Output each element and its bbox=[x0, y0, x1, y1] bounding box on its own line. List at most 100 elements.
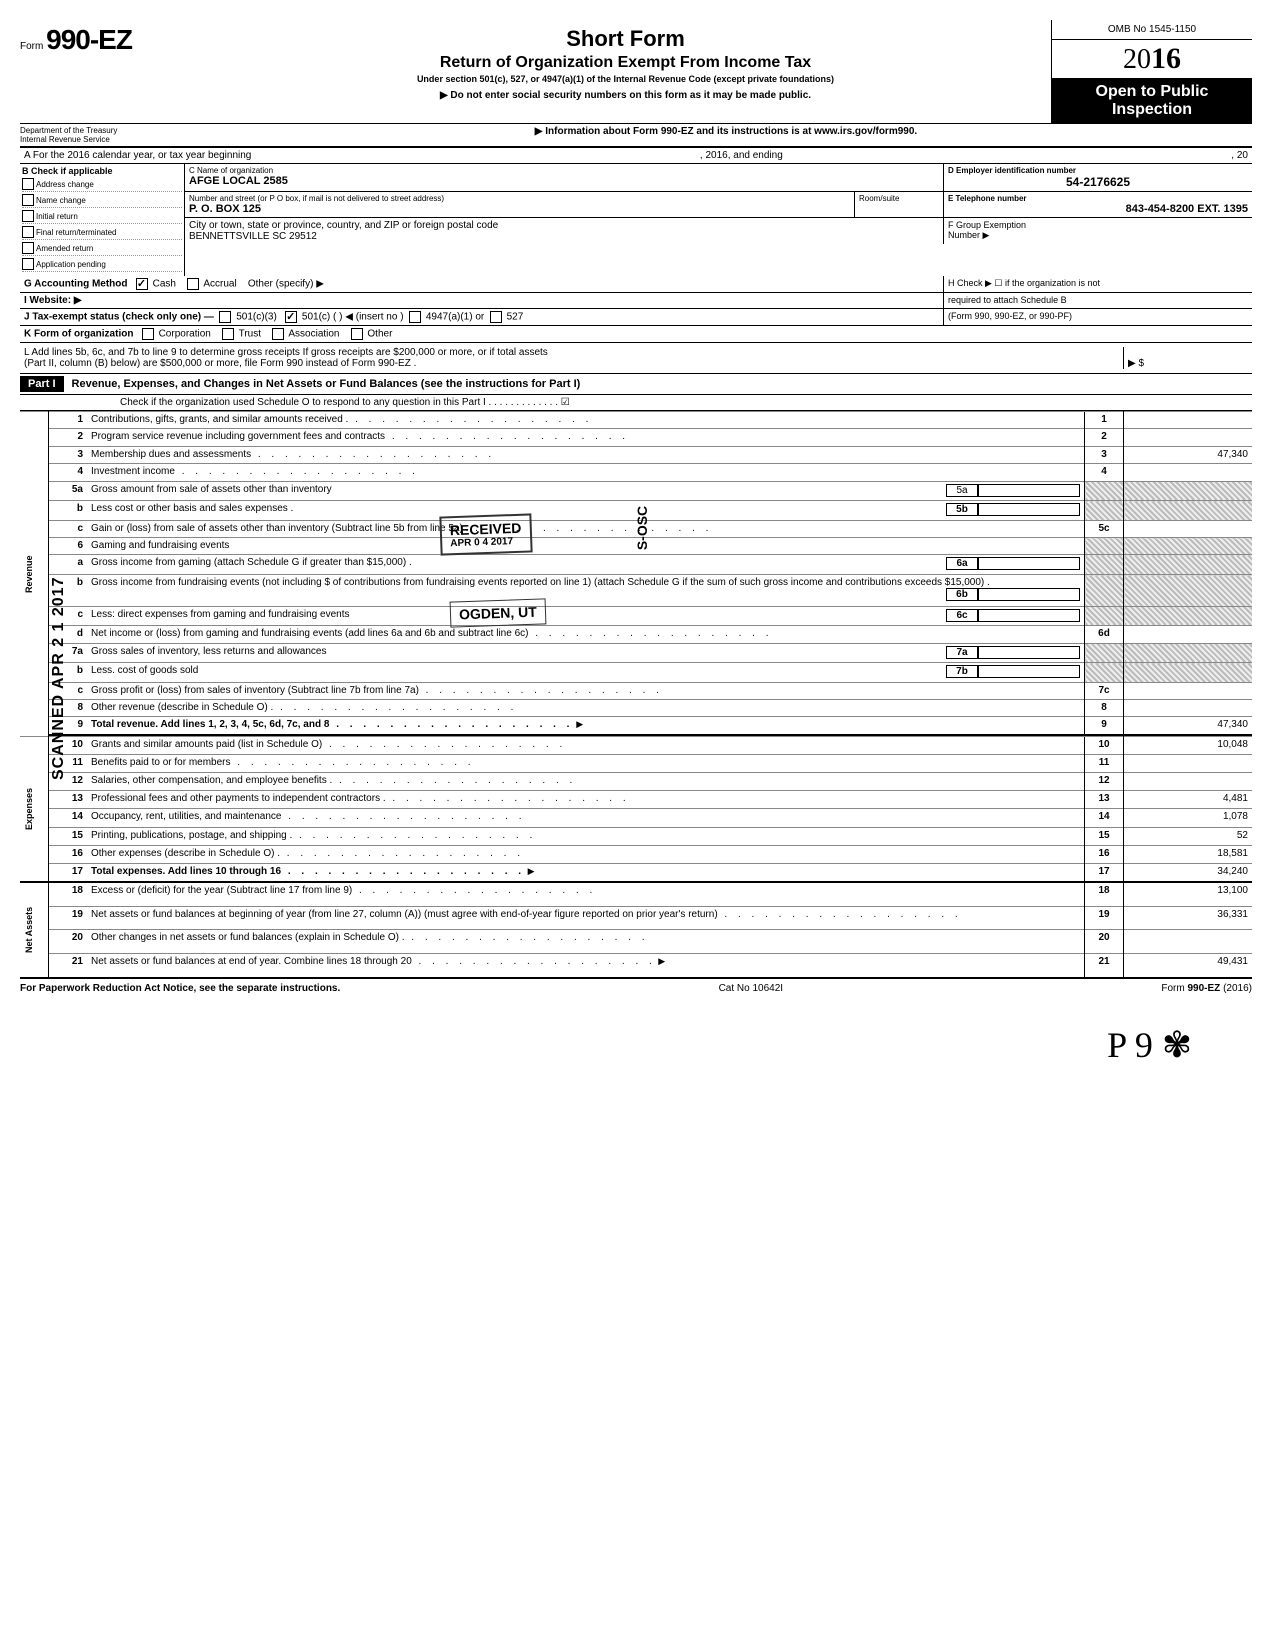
line-10-value: 10,048 bbox=[1124, 737, 1253, 755]
city-value: BENNETTSVILLE SC 29512 bbox=[189, 231, 939, 242]
chk-association[interactable] bbox=[272, 328, 284, 340]
line-15: 15Printing, publications, postage, and s… bbox=[20, 827, 1252, 845]
chk-527[interactable] bbox=[490, 311, 502, 323]
form-header: Form 990-EZ Short Form Return of Organiz… bbox=[20, 20, 1252, 124]
chk-corporation[interactable] bbox=[142, 328, 154, 340]
ogden-stamp: OGDEN, UT bbox=[450, 598, 547, 627]
section-j: J Tax-exempt status (check only one) — 5… bbox=[20, 309, 943, 325]
line-10: Expenses 10 Grants and similar amounts p… bbox=[20, 737, 1252, 755]
title-block: Short Form Return of Organization Exempt… bbox=[200, 20, 1051, 105]
row-g-h: G Accounting Method Cash Accrual Other (… bbox=[20, 276, 1252, 293]
chk-501c3[interactable] bbox=[219, 311, 231, 323]
footer: For Paperwork Reduction Act Notice, see … bbox=[20, 979, 1252, 994]
section-a: A For the 2016 calendar year, or tax yea… bbox=[20, 148, 1252, 164]
section-h: H Check ▶ ☐ if the organization is not bbox=[943, 276, 1252, 292]
section-i: I Website: ▶ bbox=[20, 293, 943, 308]
section-d: D Employer identification number 54-2176… bbox=[944, 164, 1252, 191]
line-7a: 7a Gross sales of inventory, less return… bbox=[20, 643, 1252, 663]
city-cell: City or town, state or province, country… bbox=[185, 218, 944, 244]
line-4: 4 Investment income 4 bbox=[20, 464, 1252, 481]
section-g: G Accounting Method Cash Accrual Other (… bbox=[20, 276, 943, 292]
section-e: E Telephone number 843-454-8200 EXT. 139… bbox=[944, 192, 1252, 217]
row-j: J Tax-exempt status (check only one) — 5… bbox=[20, 309, 1252, 326]
line-14-value: 1,078 bbox=[1124, 809, 1253, 827]
line-3: 3 Membership dues and assessments 3 47,3… bbox=[20, 446, 1252, 463]
chk-501c[interactable] bbox=[285, 311, 297, 323]
line-20: 20Other changes in net assets or fund ba… bbox=[20, 930, 1252, 954]
chk-initial-return[interactable]: Initial return bbox=[22, 210, 182, 224]
line-7c: c Gross profit or (loss) from sales of i… bbox=[20, 682, 1252, 699]
telephone-value: 843-454-8200 EXT. 1395 bbox=[948, 203, 1248, 215]
notice-ssn: ▶ Do not enter social security numbers o… bbox=[208, 90, 1043, 101]
line-18: Net Assets 18Excess or (deficit) for the… bbox=[20, 882, 1252, 906]
line-8: 8 Other revenue (describe in Schedule O)… bbox=[20, 700, 1252, 717]
chk-amended[interactable]: Amended return bbox=[22, 242, 182, 256]
received-stamp: RECEIVED APR 0 4 2017 bbox=[439, 513, 532, 555]
signature-area: P 9 ✾ bbox=[20, 994, 1252, 1066]
line-16-value: 18,581 bbox=[1124, 845, 1253, 863]
street-cell: Number and street (or P O box, if mail i… bbox=[185, 192, 855, 217]
row-k: K Form of organization Corporation Trust… bbox=[20, 326, 1252, 343]
chk-name-change[interactable]: Name change bbox=[22, 194, 182, 208]
open-to-public: Open to Public Inspection bbox=[1052, 79, 1252, 123]
line-19-value: 36,331 bbox=[1124, 906, 1253, 930]
form-label: Form 990-EZ bbox=[20, 20, 200, 60]
line-17-value: 34,240 bbox=[1124, 863, 1253, 882]
section-b: B Check if applicable Address change Nam… bbox=[20, 164, 185, 276]
line-7b: b Less. cost of goods sold 7b bbox=[20, 663, 1252, 683]
line-19: 19Net assets or fund balances at beginni… bbox=[20, 906, 1252, 930]
part1-title: Revenue, Expenses, and Changes in Net As… bbox=[64, 378, 581, 390]
part1-header: Part I Revenue, Expenses, and Changes in… bbox=[20, 374, 1252, 395]
tax-year: 2016 bbox=[1052, 40, 1252, 79]
dept-treasury: Department of the Treasury Internal Reve… bbox=[20, 124, 200, 146]
sidebar-net-assets: Net Assets bbox=[20, 882, 49, 978]
scanned-stamp: SCANNED APR 2 1 2017 bbox=[50, 577, 68, 780]
subtitle: Under section 501(c), 527, or 4947(a)(1)… bbox=[208, 74, 1043, 84]
line-2: 2 Program service revenue including gove… bbox=[20, 429, 1252, 446]
line-6c: c Less: direct expenses from gaming and … bbox=[20, 606, 1252, 626]
sidebar-revenue: Revenue bbox=[20, 412, 49, 737]
line-13-value: 4,481 bbox=[1124, 791, 1253, 809]
room-cell: Room/suite bbox=[855, 192, 944, 217]
chk-4947[interactable] bbox=[409, 311, 421, 323]
chk-accrual[interactable] bbox=[187, 278, 199, 290]
chk-trust[interactable] bbox=[222, 328, 234, 340]
form-word: Form bbox=[20, 41, 43, 52]
sosc-stamp: S-OSC bbox=[634, 506, 650, 550]
chk-address-change[interactable]: Address change bbox=[22, 178, 182, 192]
street-value: P. O. BOX 125 bbox=[189, 203, 850, 215]
line-9-value: 47,340 bbox=[1124, 717, 1253, 735]
year-block: OMB No 1545-1150 2016 Open to Public Ins… bbox=[1051, 20, 1252, 123]
title-short-form: Short Form bbox=[208, 26, 1043, 52]
section-l: L Add lines 5b, 6c, and 7b to line 9 to … bbox=[20, 343, 1252, 374]
line-1: Revenue 1 Contributions, gifts, grants, … bbox=[20, 412, 1252, 429]
sidebar-expenses: Expenses bbox=[20, 737, 49, 883]
chk-final-return[interactable]: Final return/terminated bbox=[22, 226, 182, 240]
line-12: 12Salaries, other compensation, and empl… bbox=[20, 773, 1252, 791]
part1-check-line: Check if the organization used Schedule … bbox=[20, 395, 1252, 411]
part1-label: Part I bbox=[20, 376, 64, 392]
dept-row: Department of the Treasury Internal Reve… bbox=[20, 124, 1252, 148]
section-c-wrap: C Name of organization AFGE LOCAL 2585 D… bbox=[185, 164, 1252, 276]
form-number: 990-EZ bbox=[46, 24, 132, 55]
lines-table: Revenue 1 Contributions, gifts, grants, … bbox=[20, 411, 1252, 979]
info-block: B Check if applicable Address change Nam… bbox=[20, 164, 1252, 276]
line-13: 13Professional fees and other payments t… bbox=[20, 791, 1252, 809]
section-f: F Group Exemption Number ▶ bbox=[944, 218, 1252, 244]
info-notice: ▶ Information about Form 990-EZ and its … bbox=[200, 124, 1252, 146]
line-6d: d Net income or (loss) from gaming and f… bbox=[20, 626, 1252, 643]
footer-right: Form 990-EZ (2016) bbox=[1161, 983, 1252, 994]
line-14: 14Occupancy, rent, utilities, and mainte… bbox=[20, 809, 1252, 827]
chk-other[interactable] bbox=[351, 328, 363, 340]
line-16: 16Other expenses (describe in Schedule O… bbox=[20, 845, 1252, 863]
footer-left: For Paperwork Reduction Act Notice, see … bbox=[20, 983, 340, 994]
chk-application-pending[interactable]: Application pending bbox=[22, 258, 182, 272]
line-21-value: 49,431 bbox=[1124, 954, 1253, 978]
section-k: K Form of organization Corporation Trust… bbox=[20, 326, 1252, 342]
chk-cash[interactable] bbox=[136, 278, 148, 290]
line-6a: a Gross income from gaming (attach Sched… bbox=[20, 555, 1252, 575]
line-17: 17Total expenses. Add lines 10 through 1… bbox=[20, 863, 1252, 882]
org-name-cell: C Name of organization AFGE LOCAL 2585 bbox=[185, 164, 944, 191]
ein-value: 54-2176625 bbox=[948, 175, 1248, 189]
line-21: 21Net assets or fund balances at end of … bbox=[20, 954, 1252, 978]
